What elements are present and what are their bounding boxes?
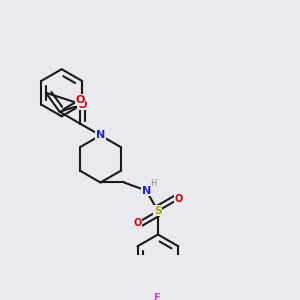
Text: O: O xyxy=(134,218,142,228)
Text: O: O xyxy=(75,95,85,105)
Text: H: H xyxy=(150,179,157,188)
Text: N: N xyxy=(142,185,151,196)
Text: N: N xyxy=(96,130,105,140)
Text: O: O xyxy=(174,194,182,204)
Text: F: F xyxy=(153,293,160,300)
Text: N: N xyxy=(96,130,105,140)
Text: S: S xyxy=(154,206,162,216)
Text: O: O xyxy=(77,100,87,110)
